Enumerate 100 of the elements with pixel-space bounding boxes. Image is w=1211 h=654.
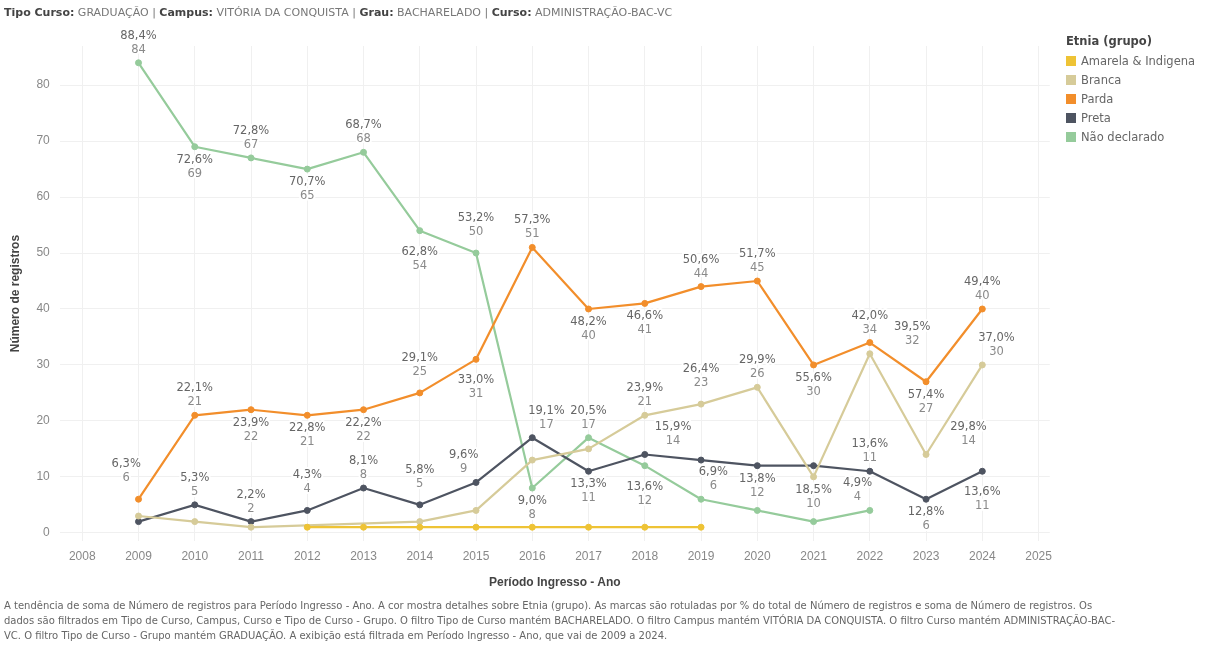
x-tick-label: 2023 bbox=[912, 548, 940, 563]
point bbox=[472, 506, 480, 514]
point bbox=[866, 506, 874, 514]
point bbox=[472, 355, 480, 363]
x-tick-label: 2022 bbox=[856, 548, 884, 563]
point bbox=[135, 59, 142, 67]
point bbox=[247, 523, 255, 531]
x-tick-label: 2020 bbox=[743, 548, 771, 563]
data-label: 55,6% 30 bbox=[795, 369, 832, 398]
point bbox=[922, 495, 930, 503]
legend-label: Parda bbox=[1081, 91, 1114, 106]
point bbox=[753, 383, 761, 391]
point bbox=[360, 484, 368, 492]
data-label: 13,3% 11 bbox=[570, 476, 607, 505]
data-label: 9,6% 9 bbox=[449, 447, 479, 476]
data-label: 20,5% 17 bbox=[570, 402, 607, 431]
point bbox=[247, 406, 255, 414]
legend-label: Branca bbox=[1081, 72, 1122, 87]
data-label: 5,3% 5 bbox=[180, 469, 210, 498]
y-tick-label: 70 bbox=[36, 133, 51, 148]
data-label: 2,2% 2 bbox=[236, 486, 266, 515]
point bbox=[528, 523, 536, 531]
point bbox=[641, 523, 649, 531]
point bbox=[303, 506, 311, 514]
x-tick-label: 2016 bbox=[518, 548, 546, 563]
x-tick-label: 2018 bbox=[631, 548, 659, 563]
text: A tendência de soma de Número de registros para Período Ingresso - Ano. A cor mostra detalhes sobre Etnia (grupo). As marcas são rotuladas por % do total de Número de registros e soma de Número de registros. Os dados são filtrados em Tipo de Curso, Campus, Curso e Tipo de Curso - Grupo. O filtro Tipo de Curso mantém BACHARELADO. O filtro Campus mantém VITÓRIA DA CONQUISTA. O filtro Curso mantém ADMINISTRAÇÃO-BAC-VC. O filtro Tipo de Curso - Grupo mantém GRADUAÇÃO. A exibição está filtrada em Período Ingresso - Ano, que vai de 2009 a 2024. bbox=[4, 599, 1117, 643]
data-label: 72,8% 67 bbox=[232, 122, 270, 151]
x-tick-label: 2024 bbox=[968, 548, 996, 563]
point bbox=[810, 518, 818, 526]
point bbox=[472, 523, 480, 531]
point bbox=[585, 434, 593, 442]
point bbox=[866, 467, 874, 475]
point bbox=[416, 501, 424, 509]
point bbox=[472, 249, 480, 257]
data-label: 68,7% 68 bbox=[345, 117, 382, 146]
point bbox=[528, 243, 536, 251]
data-label: 70,7% 65 bbox=[288, 174, 326, 203]
data-label: 29,8% 14 bbox=[950, 419, 987, 448]
legend-label: Não declarado bbox=[1081, 129, 1165, 144]
point bbox=[585, 523, 593, 531]
x-tick-label: 2017 bbox=[575, 548, 603, 563]
data-label: 22,8% 21 bbox=[288, 420, 326, 449]
point bbox=[191, 518, 199, 526]
data-label: 51,7% 45 bbox=[739, 245, 776, 274]
data-label: 26,4% 23 bbox=[682, 361, 720, 390]
point bbox=[247, 518, 255, 526]
y-tick-label: 10 bbox=[36, 469, 51, 484]
data-label: 5,8% 5 bbox=[405, 461, 435, 490]
data-label: 33,0% 31 bbox=[457, 372, 495, 401]
point bbox=[641, 411, 649, 419]
point bbox=[641, 450, 649, 458]
point bbox=[810, 361, 818, 369]
point bbox=[303, 523, 311, 531]
data-label: 22,1% 21 bbox=[176, 380, 214, 409]
point bbox=[191, 411, 199, 419]
data-label: 13,6% 11 bbox=[964, 484, 1001, 513]
data-label: 88,4% 84 bbox=[120, 27, 157, 56]
data-label: 49,4% 40 bbox=[964, 273, 1001, 302]
y-tick-label: 60 bbox=[36, 189, 51, 204]
x-tick-label: 2009 bbox=[125, 548, 153, 563]
data-label: 48,2% 40 bbox=[570, 313, 607, 342]
y-tick-label: 0 bbox=[43, 525, 51, 540]
point bbox=[753, 462, 761, 470]
point bbox=[641, 299, 649, 307]
point bbox=[753, 506, 761, 514]
data-label: 50,6% 44 bbox=[682, 251, 720, 280]
data-label: 37,0% 30 bbox=[978, 329, 1015, 358]
point bbox=[866, 350, 874, 358]
y-tick-label: 80 bbox=[36, 77, 51, 92]
y-tick-label: 20 bbox=[36, 413, 51, 428]
point bbox=[303, 411, 311, 419]
legend-label: Amarela & Indigena bbox=[1081, 53, 1196, 68]
data-label: 23,9% 21 bbox=[626, 380, 664, 409]
point bbox=[360, 148, 368, 156]
point bbox=[922, 450, 930, 458]
data-label: 22,2% 22 bbox=[345, 414, 382, 443]
point bbox=[416, 227, 424, 235]
point bbox=[528, 456, 536, 464]
point bbox=[191, 143, 199, 151]
point bbox=[866, 339, 874, 347]
x-tick-label: 2011 bbox=[238, 548, 265, 563]
point bbox=[360, 406, 368, 414]
point bbox=[585, 445, 593, 453]
data-label: 13,6% 12 bbox=[626, 478, 664, 507]
point bbox=[416, 389, 424, 397]
legend-title: Etnia (grupo) bbox=[1066, 34, 1153, 48]
data-label: 15,9% 14 bbox=[654, 419, 692, 448]
data-label: 13,8% 12 bbox=[739, 470, 776, 499]
point bbox=[191, 501, 199, 509]
data-label: 46,6% 41 bbox=[626, 308, 664, 337]
y-tick-label: 50 bbox=[36, 245, 51, 260]
point bbox=[697, 456, 705, 464]
point bbox=[416, 518, 424, 526]
x-tick-label: 2015 bbox=[462, 548, 490, 563]
point bbox=[472, 478, 480, 486]
point bbox=[135, 512, 142, 520]
data-label: 19,1% 17 bbox=[528, 402, 565, 431]
point bbox=[697, 523, 705, 531]
point bbox=[641, 462, 649, 470]
